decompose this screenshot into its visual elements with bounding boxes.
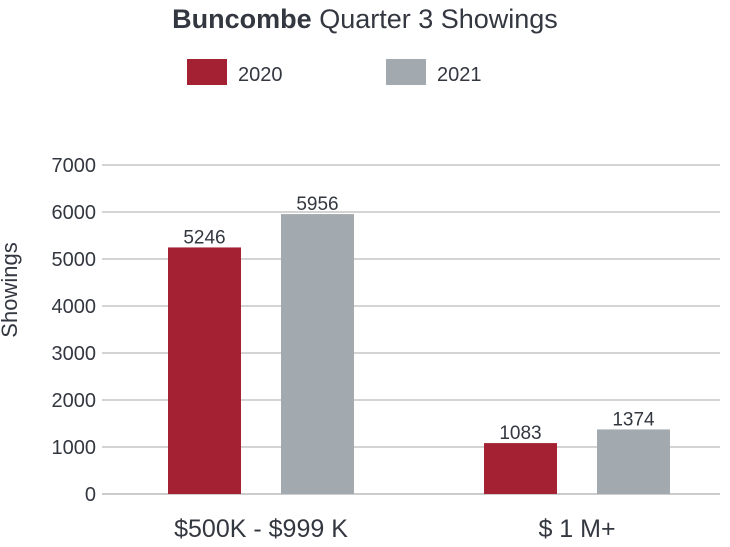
y-tick-labels: 0 1000 2000 3000 4000 5000 6000 7000	[52, 155, 97, 506]
chart-title-bold: Buncombe	[172, 4, 312, 34]
bar-2021-0	[281, 214, 354, 494]
y-tick-label: 4000	[52, 296, 97, 318]
data-label: 5956	[296, 194, 338, 215]
bars	[168, 214, 670, 494]
x-tick-label: $ 1 M+	[538, 515, 615, 543]
y-tick-label: 3000	[52, 343, 97, 365]
legend-label-2021: 2021	[437, 64, 482, 86]
bar-2020-1	[484, 443, 557, 494]
y-tick-label: 7000	[52, 155, 97, 177]
y-tick-label: 2000	[52, 390, 97, 412]
data-label: 5246	[183, 227, 225, 248]
bar-2020-0	[168, 247, 241, 494]
chart-title-rest: Quarter 3 Showings	[312, 4, 558, 34]
data-labels: 5246 5956 1083 1374	[183, 194, 655, 444]
legend: 2020 2021	[187, 59, 482, 86]
bar-2021-1	[597, 429, 670, 494]
y-axis-label: Showings	[0, 242, 22, 337]
y-tick-label: 0	[85, 484, 96, 506]
x-tick-label: $500K - $999 K	[174, 515, 348, 543]
chart-title: Buncombe Quarter 3 Showings	[172, 4, 558, 34]
legend-label-2020: 2020	[238, 64, 283, 86]
data-label: 1374	[612, 409, 655, 430]
y-tick-label: 5000	[52, 249, 97, 271]
x-tick-labels: $500K - $999 K $ 1 M+	[174, 515, 615, 543]
y-tick-label: 6000	[52, 202, 97, 224]
data-label: 1083	[499, 423, 541, 444]
legend-swatch-2020	[187, 59, 227, 85]
legend-swatch-2021	[386, 59, 426, 85]
y-tick-label: 1000	[52, 437, 97, 459]
